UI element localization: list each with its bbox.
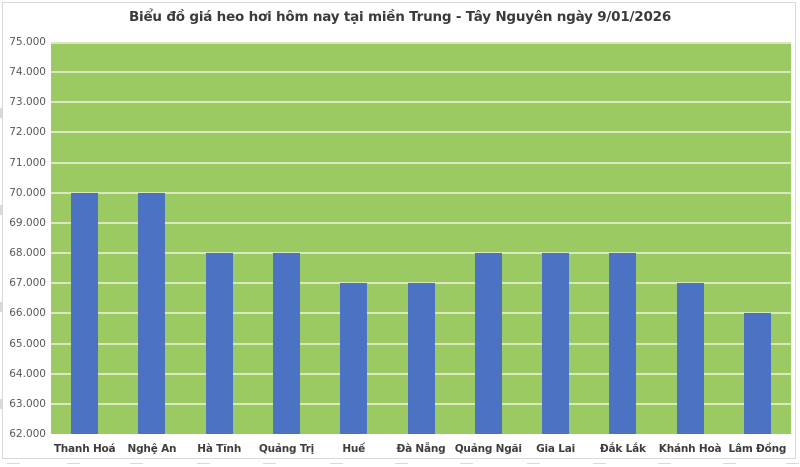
worksheet-gridline-dash	[0, 302, 2, 312]
x-axis-category-label: Quảng Trị	[258, 443, 315, 455]
bar-Gia Lai	[542, 253, 570, 434]
x-axis-category-label: Khánh Hoà	[658, 443, 722, 455]
gridline	[51, 191, 791, 194]
gridline	[51, 131, 791, 134]
worksheet-gridline-dash	[130, 463, 143, 464]
x-axis-category-label: Lâm Đồng	[728, 443, 787, 455]
worksheet-gridline-dash	[263, 463, 276, 464]
gridline	[51, 252, 791, 255]
x-axis-category-label: Nghệ An	[127, 443, 177, 455]
plot-area	[51, 42, 791, 434]
x-axis-category-label: Huế	[342, 443, 366, 455]
x-axis-category-label: Gia Lai	[536, 443, 575, 455]
y-axis-tick-label: 72.000	[9, 126, 46, 139]
y-axis-tick-label: 70.000	[9, 186, 46, 199]
y-axis-tick-label: 62.000	[9, 428, 46, 440]
worksheet-gridline-dash	[723, 463, 736, 464]
y-axis-tick-label: 68.000	[9, 247, 46, 260]
worksheet-gridline-dash	[395, 463, 408, 464]
worksheet-gridline-dash	[0, 399, 2, 409]
x-axis-category-label: Đắk Lắk	[599, 443, 646, 455]
worksheet-gridline-dash	[197, 463, 210, 464]
worksheet-gridline-dash	[786, 463, 799, 464]
bar-Đà Nẵng	[407, 283, 435, 434]
y-axis-tick-label: 74.000	[9, 66, 46, 79]
worksheet-gridline-dash	[658, 463, 671, 464]
x-axis-category-label: Hà Tĩnh	[197, 443, 242, 455]
worksheet-gridline-dash	[0, 108, 2, 118]
y-axis-tick-label: 66.000	[9, 307, 46, 320]
bar-Thanh Hoá	[71, 192, 99, 434]
worksheet-gridline-dash	[7, 463, 20, 464]
worksheet-gridline-dash	[460, 463, 473, 464]
bar-Lâm Đồng	[743, 313, 771, 434]
bar-Hà Tĩnh	[205, 253, 233, 434]
y-axis-tick-label: 65.000	[9, 337, 46, 350]
gridline	[51, 71, 791, 74]
gridline	[51, 161, 791, 164]
y-axis-tick-label: 67.000	[9, 277, 46, 290]
y-axis-tick-label: 63.000	[9, 397, 46, 410]
y-axis-tick-label: 64.000	[9, 367, 46, 380]
y-axis-tick-label: 71.000	[9, 156, 46, 169]
gridline	[51, 221, 791, 224]
worksheet-gridline-dash	[0, 205, 2, 215]
gridline	[51, 101, 791, 104]
bar-Quảng Trị	[272, 253, 300, 434]
chart-title: Biểu đồ giá heo hơi hôm nay tại miền Tru…	[128, 9, 672, 25]
bar-Quảng Ngãi	[474, 253, 502, 434]
worksheet-gridline-dash	[527, 463, 540, 464]
bar-Huế	[340, 283, 368, 434]
gridline	[51, 42, 791, 44]
y-axis-tick-label: 69.000	[9, 216, 46, 229]
worksheet-gridline-dash	[330, 463, 343, 464]
y-axis-tick-label: 73.000	[9, 96, 46, 109]
y-axis-tick-label: 75.000	[9, 36, 46, 48]
worksheet-gridline-dash	[67, 463, 80, 464]
x-axis-category-label: Đà Nẵng	[396, 443, 446, 455]
x-axis-category-label: Quảng Ngãi	[454, 443, 522, 455]
bar-Khánh Hoà	[676, 283, 704, 434]
x-axis-category-label: Thanh Hoá	[53, 443, 116, 455]
worksheet-gridline-dash	[593, 463, 606, 464]
bar-Đắk Lắk	[609, 253, 637, 434]
bar-Nghệ An	[138, 192, 166, 434]
